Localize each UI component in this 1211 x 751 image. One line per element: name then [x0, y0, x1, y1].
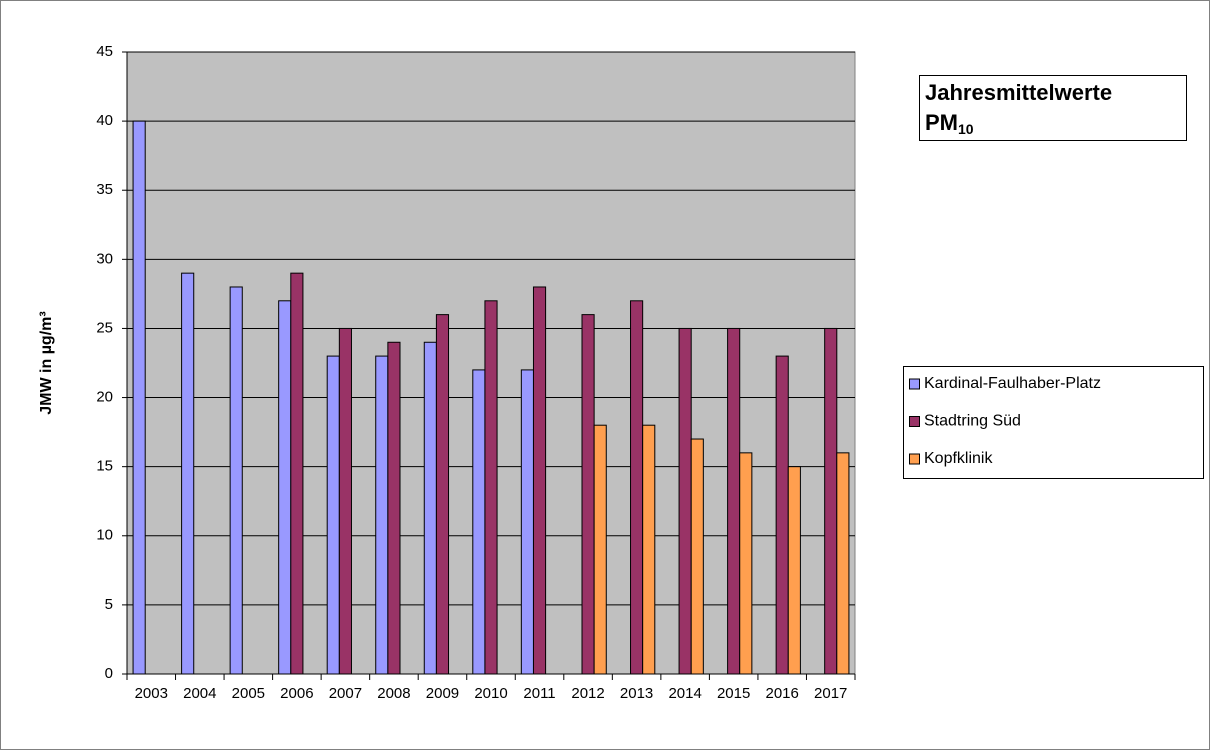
y-tick-label: 30 [96, 250, 113, 267]
y-tick-label: 35 [96, 181, 113, 198]
bar [375, 355, 389, 675]
x-tick-label: 2005 [232, 685, 265, 702]
y-tick-label: 25 [96, 319, 113, 336]
x-tick-label: 2016 [766, 685, 799, 702]
title-box: Jahresmittelwerte PM10 [919, 75, 1187, 141]
bar [520, 369, 534, 675]
bar [593, 424, 607, 675]
bar [290, 272, 304, 675]
bar [678, 327, 692, 675]
chart-title-subject: PM10 [925, 110, 974, 137]
bar [727, 327, 741, 675]
x-tick-label: 2012 [571, 685, 604, 702]
x-tick-label: 2010 [474, 685, 507, 702]
y-tick-label: 0 [105, 665, 113, 682]
bar [532, 286, 547, 675]
bar [642, 424, 656, 675]
x-tick-label: 2003 [135, 685, 168, 702]
bar [690, 438, 704, 675]
bar [326, 355, 340, 675]
x-tick-label: 2009 [426, 685, 459, 702]
bar [836, 452, 850, 675]
title-subject: PM [925, 110, 958, 135]
bar [630, 300, 644, 675]
legend-swatch [909, 378, 920, 390]
legend-swatch [909, 453, 920, 465]
y-tick-label: 40 [96, 112, 113, 129]
bar [435, 314, 450, 675]
x-tick-label: 2006 [280, 685, 313, 702]
bar [278, 300, 292, 675]
bar [824, 327, 838, 675]
title-frame [919, 75, 1187, 141]
title-subscript: 10 [958, 121, 974, 137]
bar [787, 466, 801, 675]
bar [338, 327, 352, 675]
bar [387, 341, 401, 675]
bar [229, 286, 243, 675]
x-tick-label: 2017 [814, 685, 847, 702]
bar [484, 300, 498, 675]
x-tick-label: 2014 [668, 685, 701, 702]
y-axis-label: JMW in µg/m³ [38, 311, 55, 414]
x-tick-label: 2004 [183, 685, 216, 702]
y-tick-label: 15 [96, 458, 113, 475]
bar [472, 369, 486, 675]
legend-label: Stadtring Süd [924, 413, 1021, 430]
x-tick-label: 2011 [523, 685, 555, 702]
bar [775, 355, 789, 675]
bar [581, 314, 595, 675]
chart-title: Jahresmittelwerte [925, 80, 1112, 105]
x-tick-label: 2008 [377, 685, 410, 702]
bar [181, 272, 195, 675]
y-tick-label: 20 [96, 389, 113, 406]
bar [132, 120, 146, 675]
y-tick-label: 45 [96, 43, 113, 60]
legend-frame [903, 366, 1204, 479]
legend-swatch [909, 416, 920, 427]
x-tick-label: 2013 [620, 685, 653, 702]
y-tick-label: 5 [105, 596, 113, 613]
legend-label: Kardinal-Faulhaber-Platz [924, 375, 1101, 392]
y-tick-label: 10 [96, 527, 113, 544]
legend-label: Kopfklinik [924, 450, 993, 467]
x-tick-label: 2007 [329, 685, 362, 702]
bar [423, 341, 437, 675]
x-tick-label: 2015 [717, 685, 750, 702]
bar [739, 452, 753, 675]
